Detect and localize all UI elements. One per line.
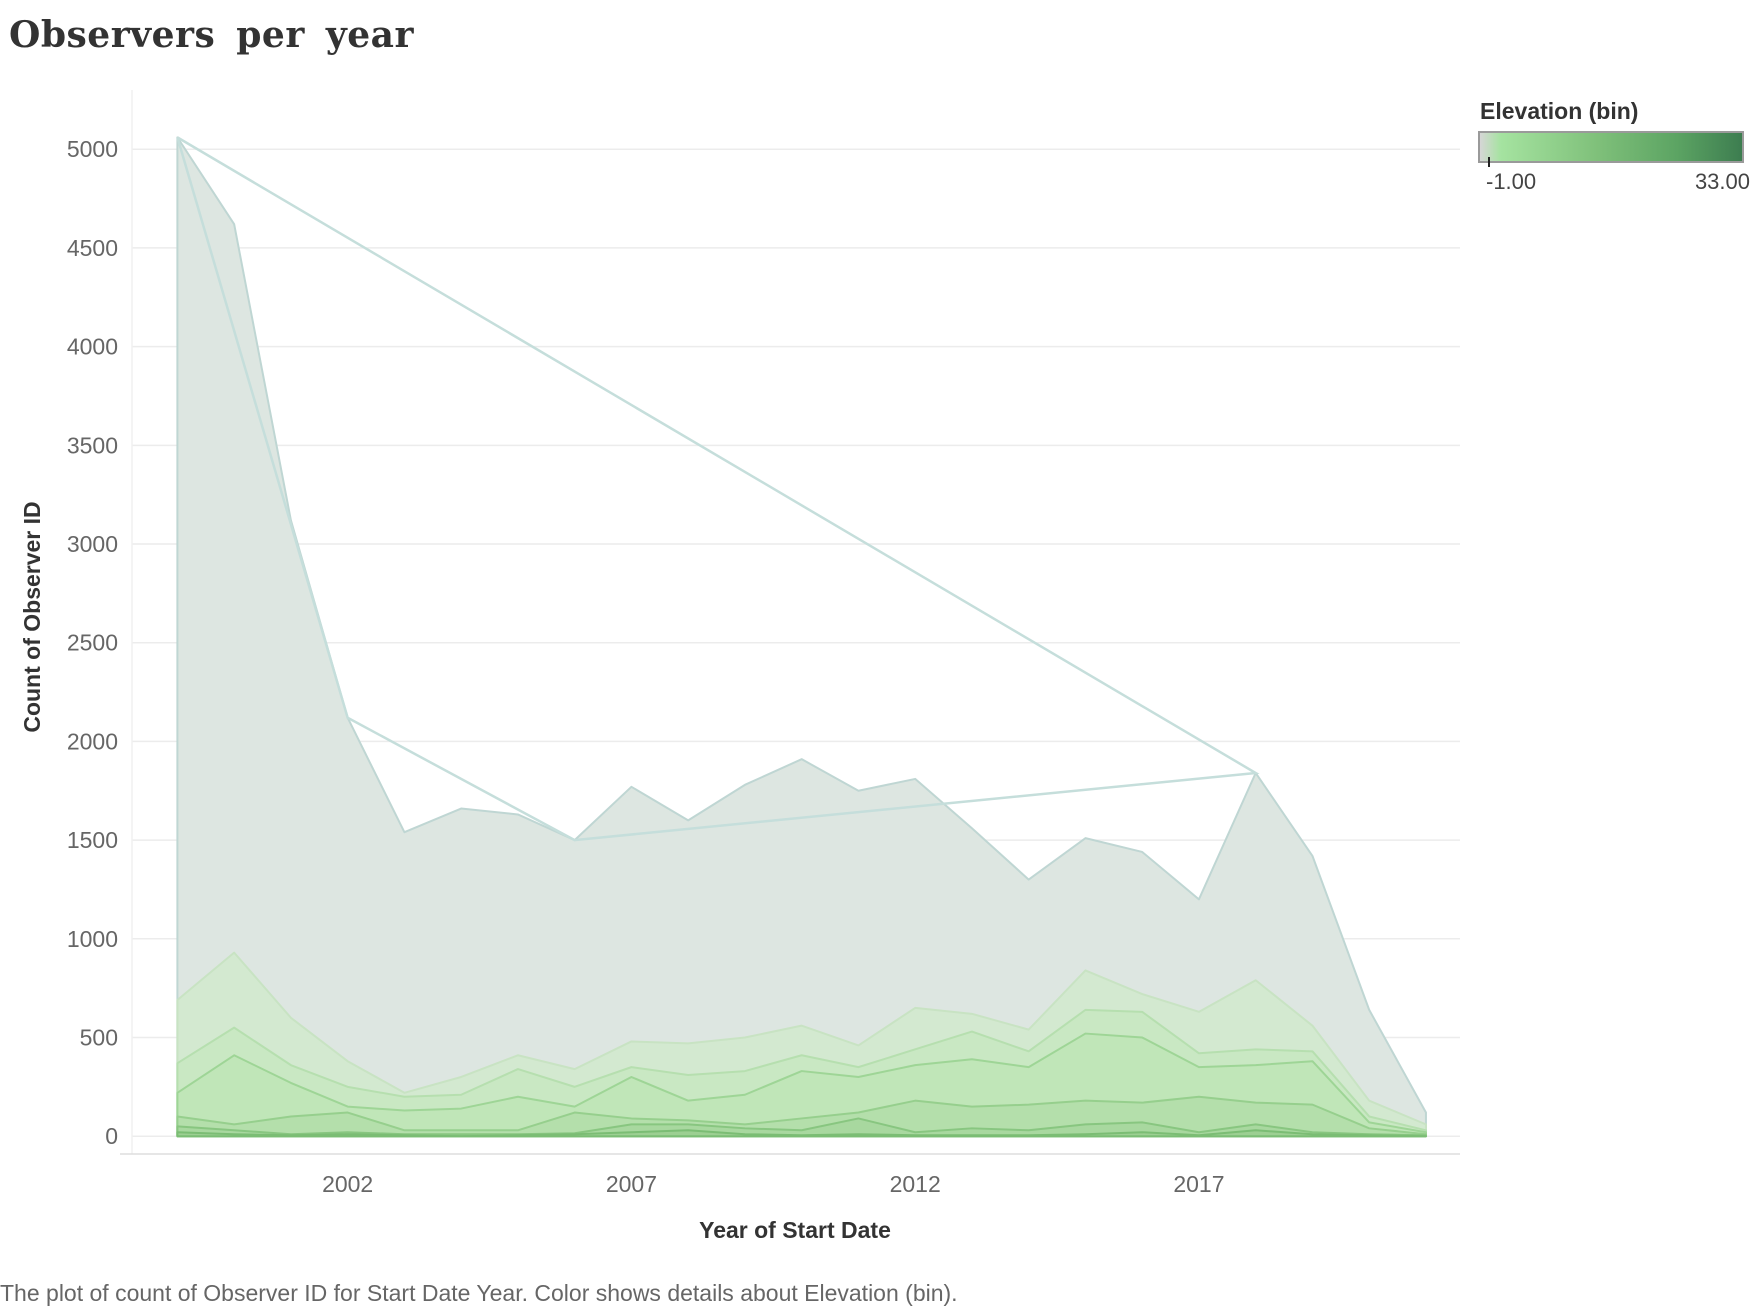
area-layers	[176, 136, 1427, 1138]
y-axis: 0 500 1000 1500 2000 2500 3000 3500 4000 4500 5000	[67, 136, 118, 1149]
chart-caption: The plot of count of Observer ID for Sta…	[0, 1280, 958, 1306]
legend-min-label: -1.00	[1486, 169, 1537, 194]
y-tick-label: 0	[105, 1123, 118, 1149]
x-axis-label: Year of Start Date	[699, 1217, 891, 1243]
y-tick-label: 4500	[67, 235, 118, 261]
x-tick-label: 2017	[1173, 1171, 1224, 1197]
y-tick-label: 1500	[67, 827, 118, 853]
y-tick-label: 3000	[67, 531, 118, 557]
y-tick-label: 3500	[67, 432, 118, 458]
outline-path	[176, 136, 1260, 842]
y-tick-label: 4000	[67, 334, 118, 360]
y-axis-label: Count of Observer ID	[19, 501, 45, 732]
legend-marker	[1488, 157, 1490, 167]
legend-title: Elevation (bin)	[1480, 98, 1639, 124]
legend-max-label: 33.00	[1694, 169, 1750, 194]
y-tick-label: 500	[80, 1025, 118, 1051]
x-tick-label: 2002	[322, 1171, 373, 1197]
chart-title: Observers per year	[9, 14, 414, 56]
y-tick-label: 2500	[67, 630, 118, 656]
x-tick-label: 2007	[606, 1171, 657, 1197]
area-layer-high-1[interactable]	[176, 1129, 1427, 1138]
y-tick-label: 5000	[67, 136, 118, 162]
color-legend[interactable]: Elevation (bin) -1.00 33.00	[1478, 98, 1752, 199]
outline-line	[176, 136, 1260, 842]
area-layer-mid-2[interactable]	[176, 1117, 1427, 1138]
area-layer--1[interactable]	[176, 136, 1427, 1138]
legend-gradient-bar[interactable]	[1478, 131, 1744, 167]
x-axis: 2002 2007 2012 2017	[120, 1153, 1460, 1197]
y-tick-label: 1000	[67, 926, 118, 952]
y-tick-label: 2000	[67, 728, 118, 754]
x-tick-label: 2012	[890, 1171, 941, 1197]
